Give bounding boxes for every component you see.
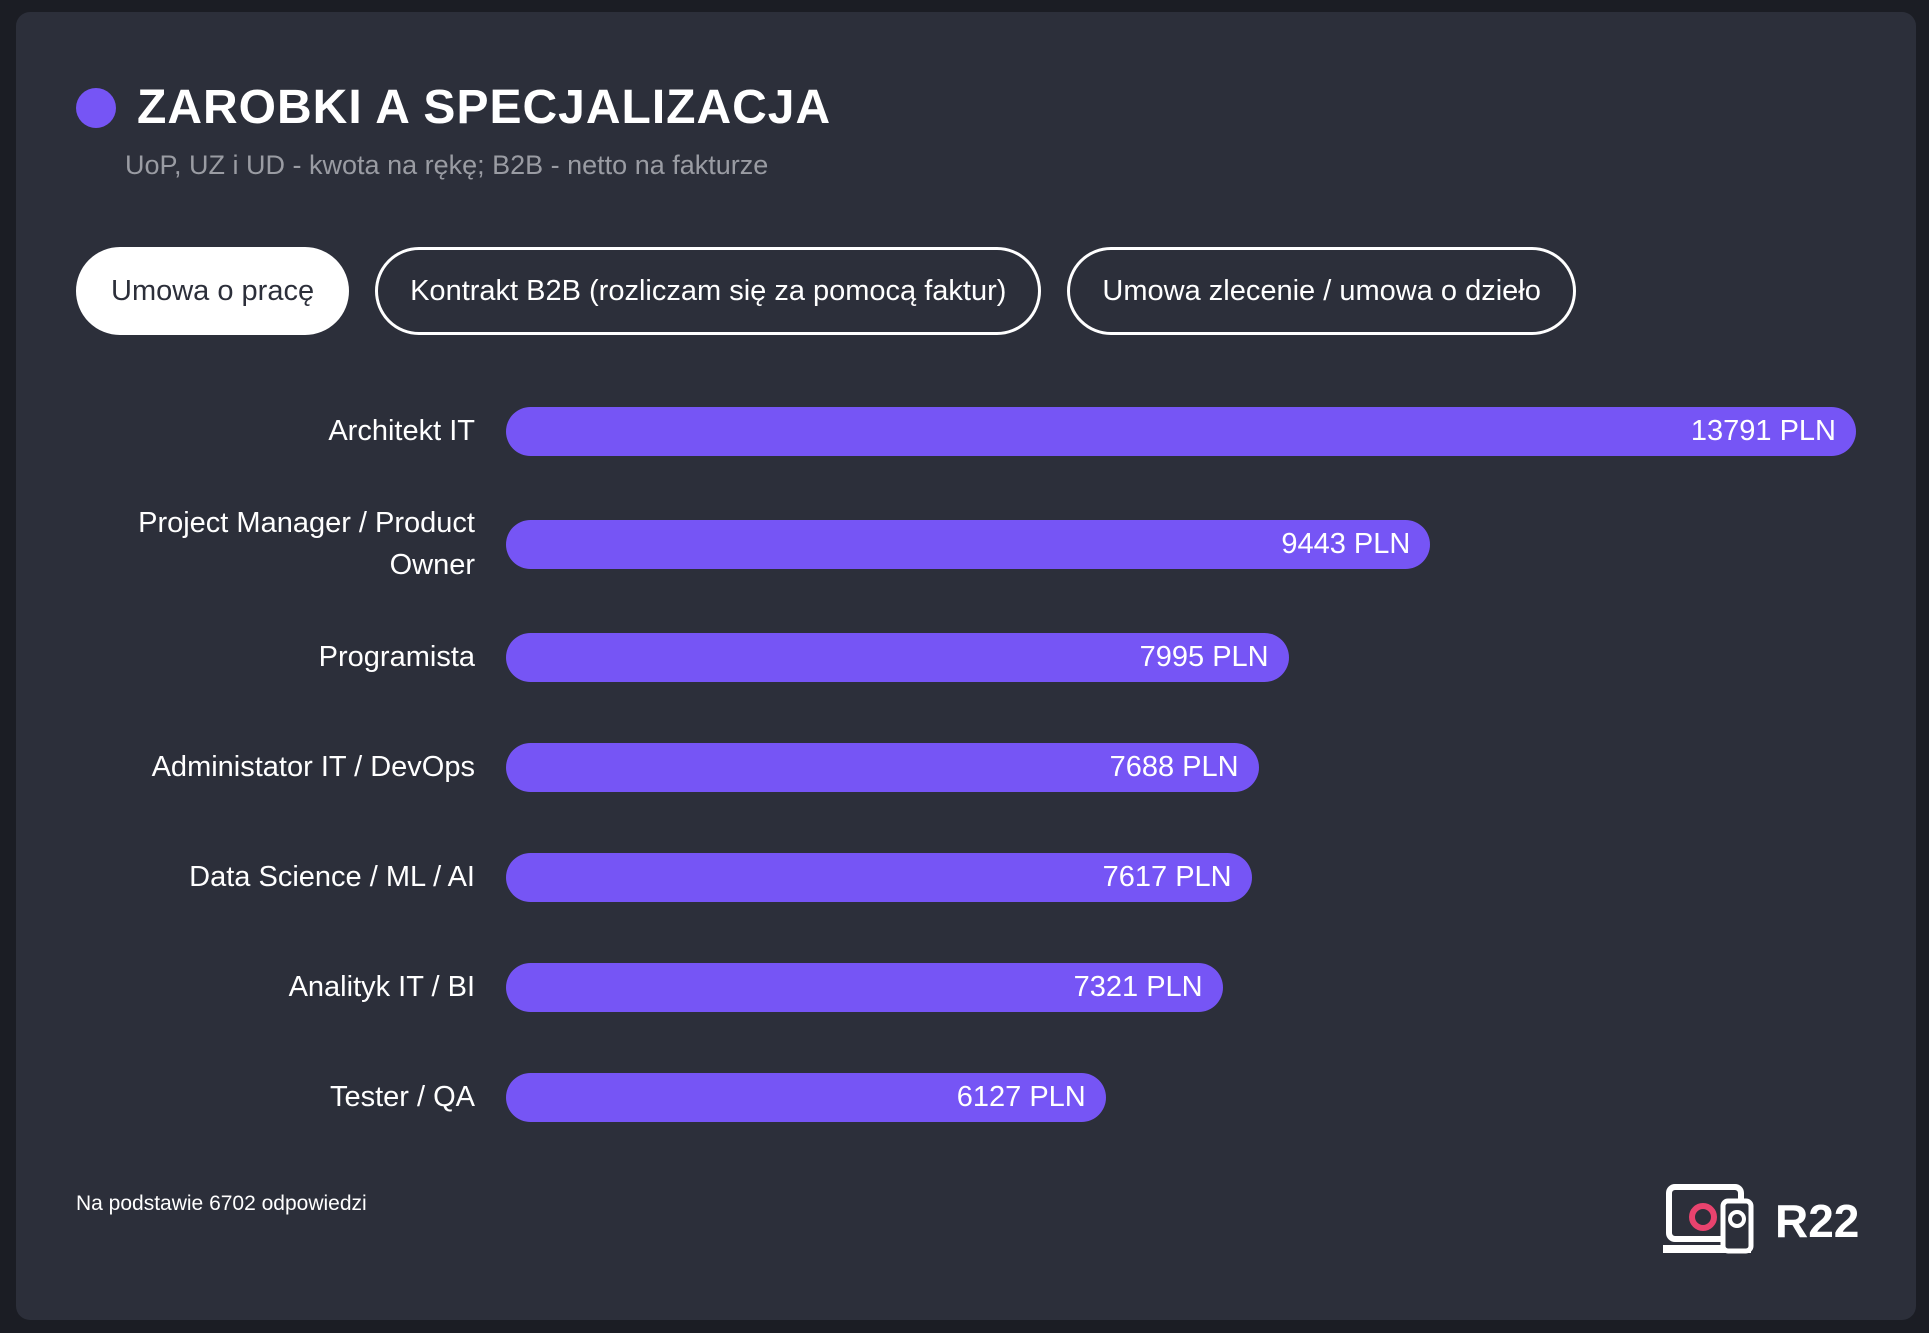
title-dot	[76, 88, 116, 128]
category-label: Architekt IT	[328, 415, 475, 447]
category-label: Administator IT / DevOps	[151, 751, 475, 783]
value-label: 7995 PLN	[1139, 640, 1269, 673]
logo-text: R22	[1775, 1195, 1860, 1247]
bar-track: 13791 PLN	[506, 406, 1875, 456]
bar-row: Data Science / ML / AI 7617 PLN	[55, 822, 1875, 932]
bar-row: Tester / QA 6127 PLN	[55, 1042, 1875, 1152]
bar-track: 7688 PLN	[506, 742, 1875, 792]
value-label: 7617 PLN	[1102, 860, 1232, 893]
bar-track: 7617 PLN	[506, 852, 1875, 902]
logo: R22	[1661, 1183, 1861, 1259]
category-label: Project Manager / Product Owner	[138, 507, 475, 581]
logo-icon	[1663, 1184, 1754, 1254]
bar: 7321 PLN	[506, 962, 1223, 1012]
tab-bar: Umowa o pracę Kontrakt B2B (rozliczam się…	[76, 247, 1576, 335]
value-label: 13791 PLN	[1690, 414, 1836, 447]
category-label: Programista	[318, 641, 475, 673]
bar-track: 7321 PLN	[506, 962, 1875, 1012]
bar: 6127 PLN	[506, 1072, 1106, 1122]
category-label: Tester / QA	[329, 1081, 475, 1113]
category-label: Analityk IT / BI	[288, 971, 475, 1003]
bar-row: Programista 7995 PLN	[55, 602, 1875, 712]
value-label: 7688 PLN	[1109, 750, 1239, 783]
footnote: Na podstawie 6702 odpowiedzi	[76, 1192, 367, 1215]
plot: Architekt IT 13791 PLN Project Manager / P…	[55, 376, 1875, 1152]
value-label: 9443 PLN	[1281, 527, 1411, 560]
bar-track: 6127 PLN	[506, 1072, 1875, 1122]
value-label: 6127 PLN	[956, 1080, 1086, 1113]
bar-row: Analityk IT / BI 7321 PLN	[55, 932, 1875, 1042]
bar-row: Architekt IT 13791 PLN	[55, 376, 1875, 486]
bar: 7688 PLN	[506, 742, 1259, 792]
bar: 13791 PLN	[506, 406, 1856, 456]
bar-row: Administator IT / DevOps 7688 PLN	[55, 712, 1875, 822]
bar: 7617 PLN	[506, 852, 1252, 902]
category-label: Data Science / ML / AI	[189, 861, 475, 893]
bar-track: 9443 PLN	[506, 519, 1875, 569]
tab-button[interactable]: Umowa zlecenie / umowa o dzieło	[1067, 247, 1576, 335]
bar: 9443 PLN	[506, 519, 1431, 569]
chart-title: ZAROBKI A SPECJALIZACJA	[137, 81, 832, 134]
tab-button[interactable]: Kontrakt B2B (rozliczam się za pomocą fa…	[375, 247, 1042, 335]
tab-button[interactable]: Umowa o pracę	[76, 247, 350, 335]
bar: 7995 PLN	[506, 632, 1289, 682]
value-label: 7321 PLN	[1073, 970, 1203, 1003]
bar-row: Project Manager / Product Owner 9443 PLN	[55, 486, 1875, 602]
bar-track: 7995 PLN	[506, 632, 1875, 682]
chart-subtitle: UoP, UZ i UD - kwota na rękę; B2B - nett…	[125, 150, 769, 180]
